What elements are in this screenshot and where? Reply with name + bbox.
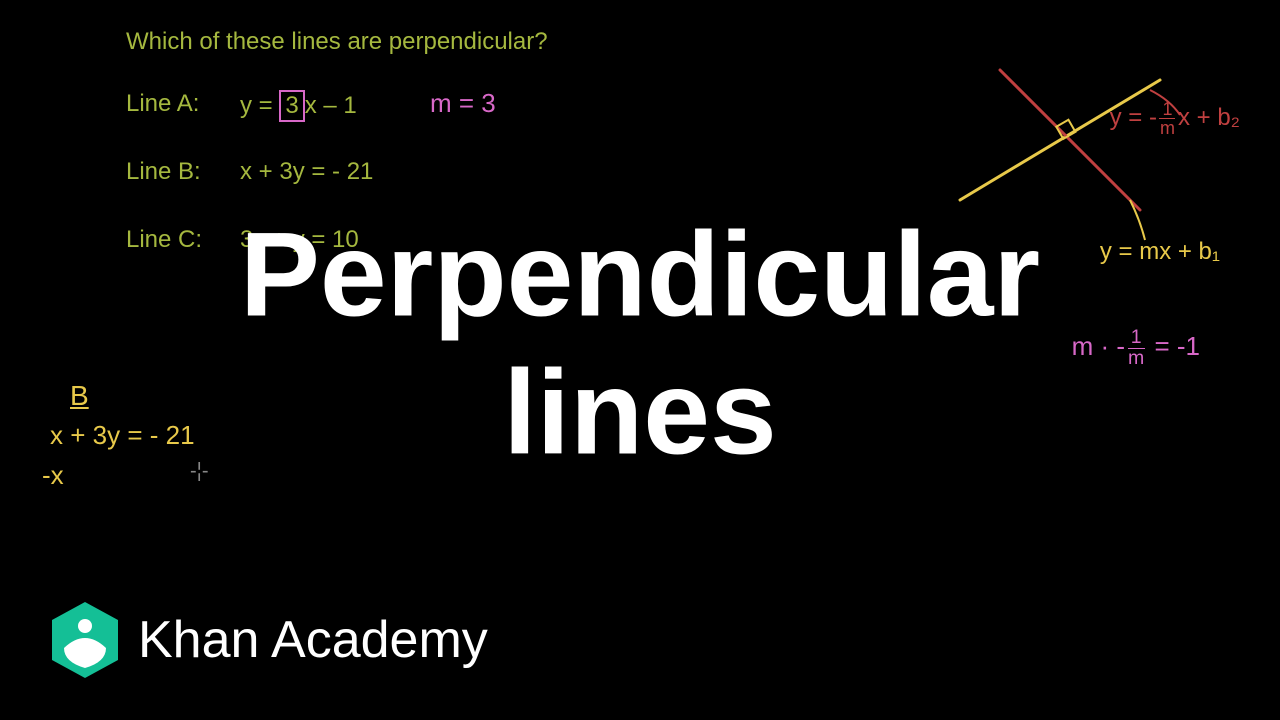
- line-a-pre: y =: [240, 92, 279, 119]
- work-b-eq1: x + 3y = - 21: [50, 420, 195, 451]
- boxed-slope: 3: [279, 90, 304, 122]
- diagram-line-1: [960, 80, 1160, 200]
- cursor-icon: -¦-: [190, 460, 209, 483]
- diagram-line-2: [1000, 70, 1140, 210]
- slope-annotation: m = 3: [430, 88, 496, 119]
- brand-container: Khan Academy: [50, 600, 488, 680]
- line-a-label: Line A:: [126, 90, 199, 118]
- brand-text: Khan Academy: [138, 610, 488, 670]
- perp-eq1-post: x + b₂: [1178, 104, 1240, 131]
- line-c-label: Line C:: [126, 226, 202, 254]
- work-b-eq2: -x: [42, 460, 64, 491]
- slope-prod-pre: m · -: [1072, 331, 1125, 361]
- work-b-label: B: [70, 380, 89, 412]
- perp-eq1-pre: y = -: [1110, 104, 1157, 131]
- perp-equation-1: y = -1mx + b₂: [1110, 100, 1240, 137]
- line-b-equation: x + 3y = - 21: [240, 158, 373, 186]
- video-title: Perpendicularlines: [240, 205, 1040, 481]
- line-b-label: Line B:: [126, 158, 201, 186]
- slope-prod-post: = -1: [1147, 331, 1200, 361]
- slope-prod-num: 1: [1128, 328, 1145, 349]
- line-a-post: x – 1: [305, 92, 357, 119]
- line-a-equation: y = 3x – 1: [240, 90, 357, 122]
- slope-product: m · -1m = -1: [1072, 328, 1200, 368]
- khan-logo-icon: [50, 600, 120, 680]
- question-text: Which of these lines are perpendicular?: [126, 28, 548, 56]
- perp-eq1-num: 1: [1159, 100, 1175, 119]
- perp-eq1-den: m: [1157, 119, 1178, 137]
- slope-prod-den: m: [1125, 349, 1147, 369]
- perp-equation-2: y = mx + b₁: [1100, 238, 1220, 266]
